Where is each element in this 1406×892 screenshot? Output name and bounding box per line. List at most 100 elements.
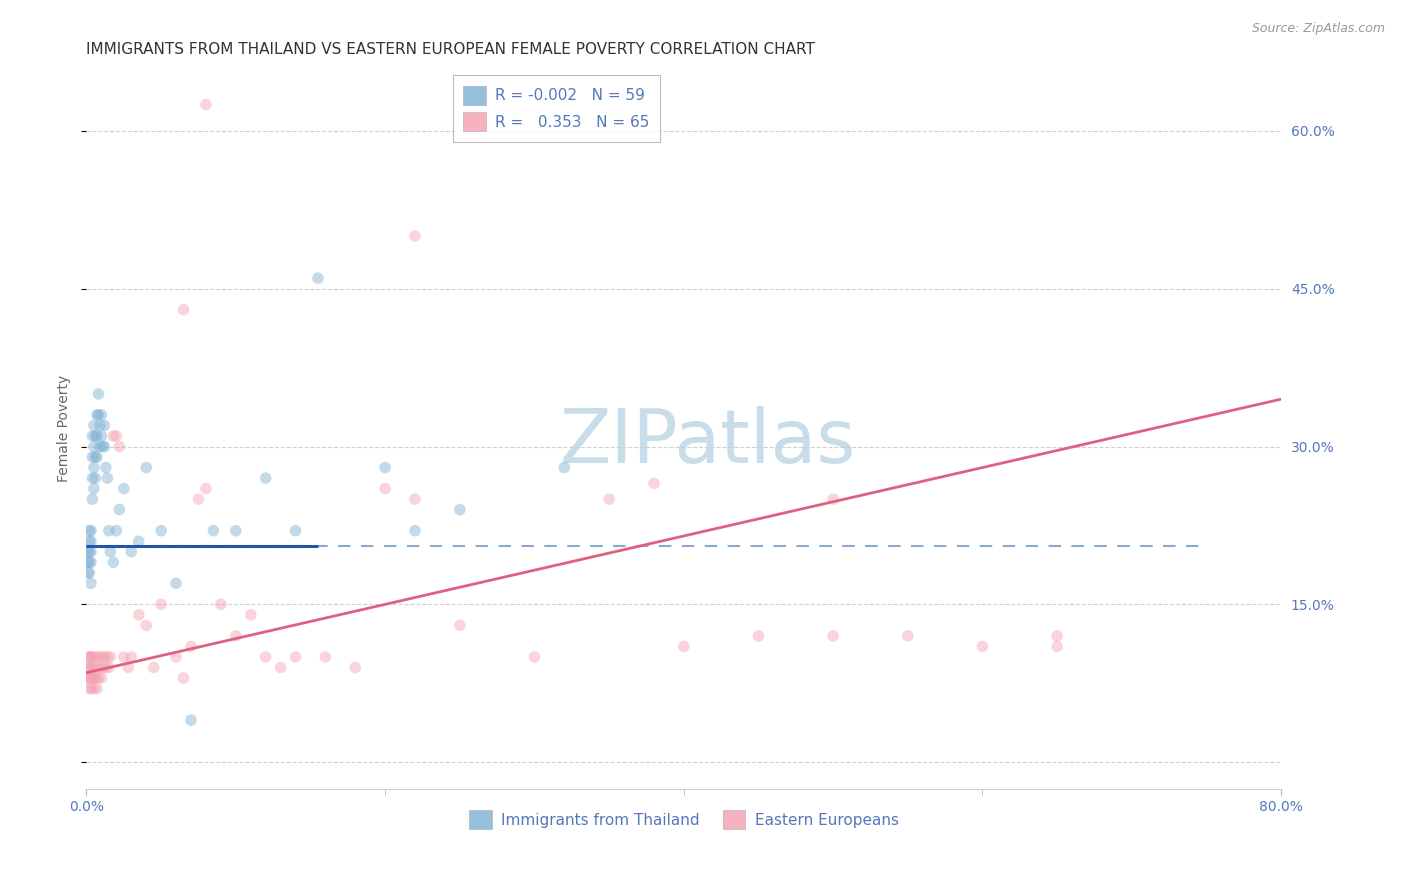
Point [79,566,101,580]
Point [89,418,111,433]
Point [173,671,195,685]
Point [284,524,307,538]
Point [672,640,695,654]
Point [180,713,202,727]
Point [87,408,110,422]
Point [1046,640,1069,654]
Point [254,471,277,485]
Point [112,650,135,665]
Point [80,660,103,674]
Point [79,534,101,549]
Point [79,555,101,569]
Point [598,492,620,507]
Point [404,524,426,538]
Point [98,650,121,665]
Point [180,640,202,654]
Point [87,387,110,401]
Point [84,471,107,485]
Point [77,545,100,559]
Point [97,660,120,674]
Point [117,660,139,674]
Point [86,450,108,464]
Point [82,450,104,464]
Point [449,502,471,516]
Point [1046,629,1069,643]
Text: Source: ZipAtlas.com: Source: ZipAtlas.com [1251,22,1385,36]
Point [79,681,101,696]
Point [80,524,103,538]
Point [523,650,546,665]
Point [83,681,105,696]
Point [128,607,150,622]
Point [98,545,121,559]
Point [82,492,104,507]
Point [84,671,107,685]
Point [83,460,105,475]
Point [108,502,131,516]
Point [105,429,128,443]
Point [80,576,103,591]
Point [80,545,103,559]
Point [84,429,107,443]
Point [202,524,225,538]
Point [80,555,103,569]
Point [90,671,112,685]
Point [194,97,217,112]
Point [404,492,426,507]
Point [150,524,173,538]
Point [150,598,173,612]
Point [79,650,101,665]
Point [344,660,367,674]
Point [80,681,103,696]
Point [128,534,150,549]
Point [105,524,128,538]
Point [823,629,845,643]
Point [553,460,575,475]
Point [254,650,277,665]
Point [80,534,103,549]
Point [194,482,217,496]
Point [86,429,108,443]
Point [79,671,101,685]
Point [103,429,125,443]
Point [82,429,104,443]
Point [374,482,396,496]
Point [187,492,209,507]
Point [314,650,336,665]
Point [86,681,108,696]
Point [225,524,247,538]
Point [93,650,115,665]
Point [90,408,112,422]
Point [823,492,845,507]
Point [82,671,104,685]
Point [84,450,107,464]
Legend: Immigrants from Thailand, Eastern Europeans: Immigrants from Thailand, Eastern Europe… [463,804,905,835]
Point [93,418,115,433]
Point [307,271,329,285]
Point [142,660,165,674]
Point [284,650,307,665]
Point [97,524,120,538]
Point [80,650,103,665]
Point [79,545,101,559]
Point [270,660,292,674]
Point [96,471,118,485]
Point [89,440,111,454]
Text: ZIPatlas: ZIPatlas [560,406,856,479]
Point [96,650,118,665]
Point [77,555,100,569]
Point [972,640,994,654]
Point [747,629,769,643]
Point [77,650,100,665]
Point [135,460,157,475]
Point [112,482,135,496]
Point [94,660,117,674]
Point [86,408,108,422]
Point [239,607,262,622]
Point [83,671,105,685]
Point [209,598,232,612]
Point [404,229,426,244]
Point [449,618,471,632]
Point [86,660,108,674]
Point [83,482,105,496]
